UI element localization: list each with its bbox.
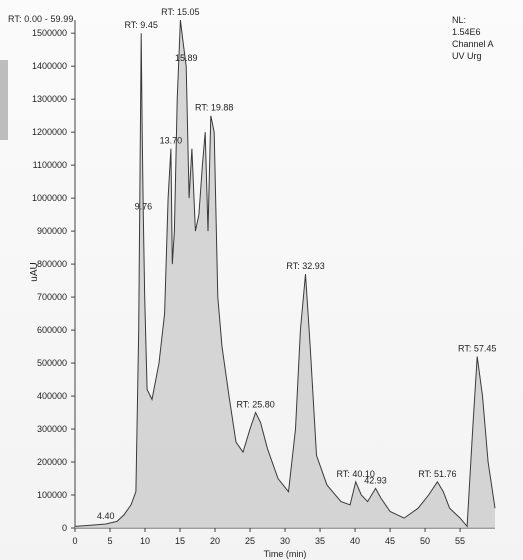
peak-label: 13.70: [160, 136, 183, 146]
peak-label: 15.89: [175, 53, 198, 63]
x-tick-label: 20: [210, 536, 220, 546]
y-tick-label: 400000: [37, 391, 67, 401]
peak-label: 4.40: [97, 511, 115, 521]
y-tick-label: 800000: [37, 259, 67, 269]
x-tick-label: 30: [280, 536, 290, 546]
peak-label: RT: 15.05: [161, 7, 199, 17]
y-tick-label: 1100000: [33, 160, 67, 170]
x-tick-label: 25: [245, 536, 255, 546]
plot-area: [74, 19, 496, 528]
y-tick-label: 200000: [37, 457, 67, 467]
channel-label: Channel A: [452, 39, 494, 49]
peak-label: RT: 51.76: [418, 469, 456, 479]
y-tick-label: 1200000: [32, 127, 67, 137]
detector-label: UV Urg: [452, 51, 482, 61]
page-edge-shadow: [0, 60, 8, 140]
x-tick-label: 15: [175, 536, 185, 546]
x-tick-label: 35: [315, 536, 325, 546]
chromatogram-trace: [74, 19, 496, 528]
peak-label: RT: 19.88: [195, 103, 233, 113]
peak-area-fill: [75, 20, 495, 528]
x-axis-label: Time (min): [264, 549, 307, 559]
x-tick-label: 55: [455, 536, 465, 546]
y-tick-label: 600000: [37, 325, 67, 335]
peak-label: 42.93: [364, 475, 387, 485]
y-tick-label: 1000000: [32, 193, 67, 203]
nl-label: NL:: [452, 15, 467, 25]
x-tick-label: 45: [385, 536, 395, 546]
x-tick-label: 40: [350, 536, 360, 546]
x-tick-label: 10: [140, 536, 150, 546]
peak-labels: 4.40 RT: 9.45 9.76 13.70 RT: 15.05 15.89 RT: 1…: [97, 7, 496, 521]
normalization-info: NL: 1.54E6 Channel A UV Urg: [452, 14, 494, 62]
y-axis: 0 100000 200000 300000 400000 500000 600000 700…: [32, 20, 76, 533]
y-tick-label: 300000: [37, 424, 67, 434]
y-tick-label: 1500000: [32, 28, 67, 38]
x-tick-label: 50: [420, 536, 430, 546]
y-tick-label: 500000: [37, 358, 67, 368]
peak-label: RT: 9.45: [124, 20, 157, 30]
y-tick-label: 0: [62, 523, 67, 533]
peak-label: RT: 25.80: [236, 400, 274, 410]
peak-label: RT: 57.45: [458, 343, 496, 353]
peak-label: 9.76: [135, 202, 153, 212]
y-tick-label: 900000: [37, 226, 67, 236]
y-tick-label: 1300000: [32, 94, 67, 104]
y-tick-label: 100000: [37, 490, 67, 500]
y-axis-label: uAU: [29, 262, 40, 281]
peak-label: RT: 40.10: [337, 469, 375, 479]
y-tick-label: 700000: [37, 292, 67, 302]
peak-label: RT: 32.93: [286, 261, 324, 271]
x-tick-label: 0: [72, 536, 77, 546]
rt-range-label: RT: 0.00 - 59.99: [8, 14, 74, 24]
x-axis: 0 5 10 15 20 25 30 35 40 45 50 55: [72, 527, 495, 546]
x-tick-label: 5: [107, 536, 112, 546]
nl-value: 1.54E6: [452, 27, 481, 37]
y-tick-label: 1400000: [32, 61, 67, 71]
